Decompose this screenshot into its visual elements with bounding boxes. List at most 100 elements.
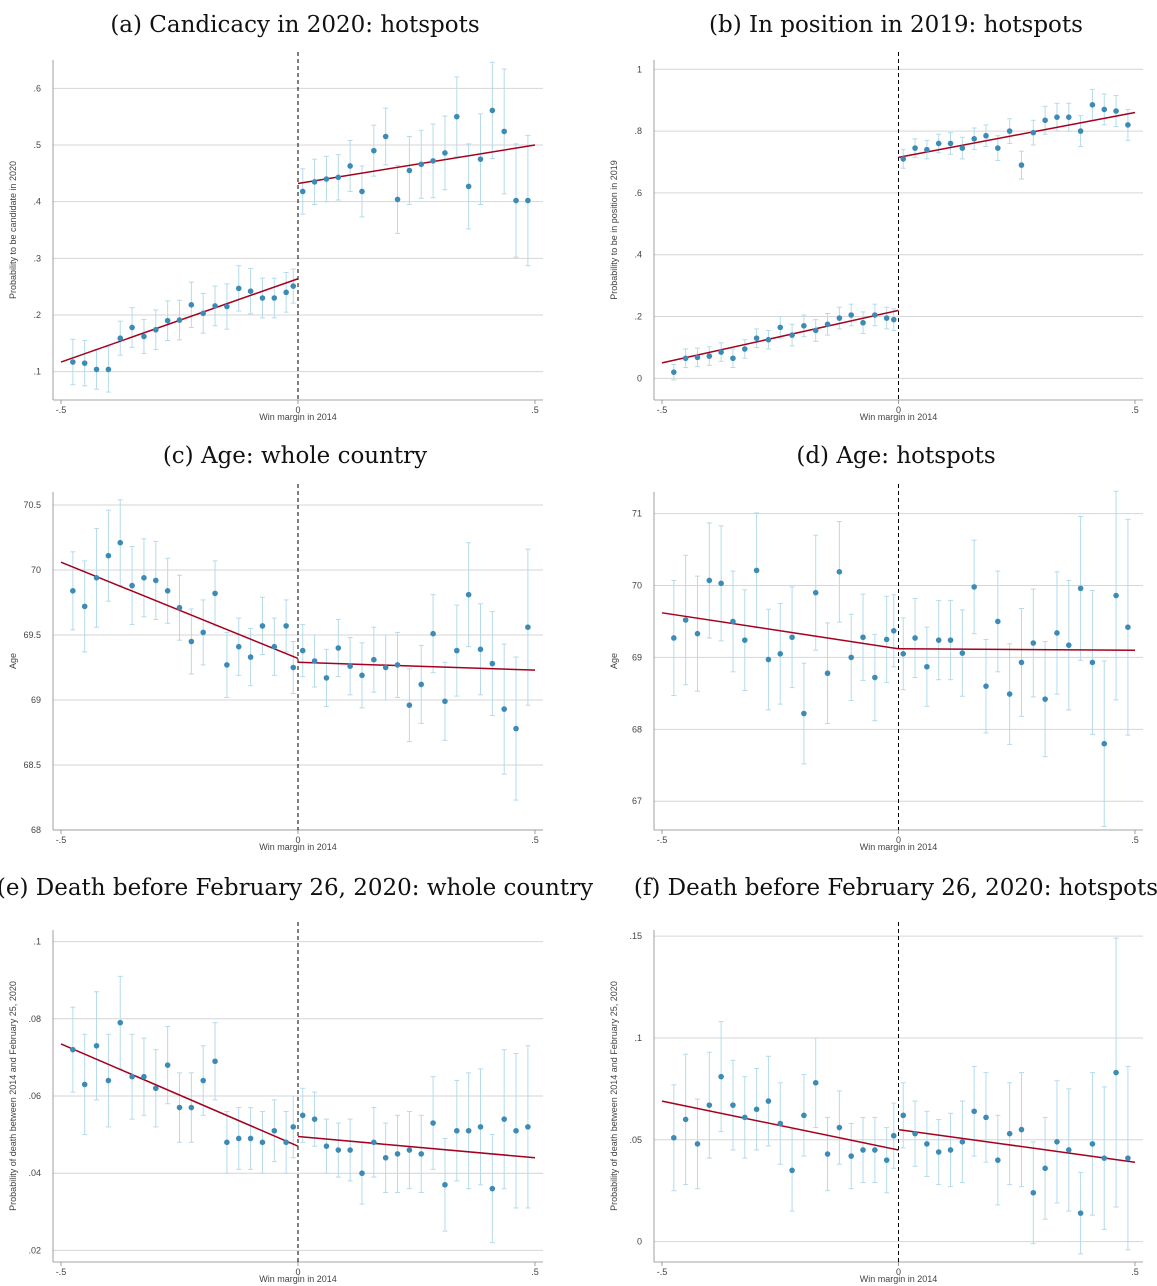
panel-a-data-point xyxy=(129,324,135,331)
panel-b-data-point xyxy=(812,327,819,334)
panel-c-fit-line xyxy=(297,661,536,671)
panel-e-data-point xyxy=(212,1058,218,1065)
panel-e-data-point xyxy=(430,1120,436,1126)
panel-f-data-point xyxy=(1042,1165,1048,1172)
panel-b-data-point xyxy=(741,346,748,352)
panel-f-data-point xyxy=(706,1102,713,1108)
panel-a-data-point xyxy=(442,150,448,156)
panel-b-data-point xyxy=(1101,106,1108,113)
panel-f-data-point xyxy=(1065,1147,1072,1153)
panel-b-data-point xyxy=(694,354,701,361)
panel-b-data-point xyxy=(890,316,897,323)
panel-d-data-point xyxy=(671,635,677,641)
panel-c-data-point xyxy=(212,590,218,597)
panel-b-title: (b) In position in 2019: hotspots xyxy=(709,12,1083,38)
panel-a-data-point xyxy=(247,288,254,295)
panel-f-fit-line xyxy=(898,1128,1136,1163)
panel-b-data-point xyxy=(1089,102,1096,108)
panel-d-ytick-label: 71 xyxy=(632,509,642,519)
panel-e-data-point xyxy=(93,1043,100,1049)
panel-e-data-point xyxy=(418,1151,425,1157)
panel-d-data-point xyxy=(1018,659,1025,666)
panel-c-data-point xyxy=(359,672,365,679)
panel-a-xtick-label: -.5 xyxy=(56,405,67,415)
panel-c-data-point xyxy=(188,638,195,645)
panel-d-data-point xyxy=(730,618,736,625)
panel-e-data-point xyxy=(359,1170,365,1177)
panel-c-ytick-label: 70.5 xyxy=(23,500,41,510)
panel-e-data-point xyxy=(513,1127,519,1134)
panel-a-data-point xyxy=(323,176,330,182)
panel-b-xtick-label: -.5 xyxy=(657,405,668,415)
panel-c-data-point xyxy=(259,623,266,629)
panel-d-data-point xyxy=(789,634,795,641)
panel-d-data-point xyxy=(947,637,954,643)
panel-c: (c) Age: whole country 68 68.5 69 69.5 70 70.… xyxy=(8,443,543,852)
panel-a-data-point xyxy=(501,128,507,135)
panel-b-data-point xyxy=(1006,128,1013,134)
panel-b-data-point xyxy=(924,146,930,153)
panel-c-data-point xyxy=(290,664,297,671)
panel-f-data-point xyxy=(765,1098,772,1104)
panel-b-data-point xyxy=(912,145,918,151)
panel-a-data-point xyxy=(290,283,297,289)
panel-f-data-point xyxy=(947,1147,954,1153)
panel-d-ytick-label: 70 xyxy=(632,580,642,590)
panel-d-data-point xyxy=(694,630,701,637)
panel-c-data-point xyxy=(394,662,401,668)
panel-f-data-point xyxy=(1089,1141,1096,1147)
panel-a-data-point xyxy=(371,147,377,154)
panel-d-data-point xyxy=(995,618,1001,625)
panel-c-data-point xyxy=(430,630,436,637)
panel-e-data-point xyxy=(442,1181,448,1188)
panel-e-data-point xyxy=(141,1073,147,1080)
panel-b-data-point xyxy=(801,323,807,329)
panel-b-data-point xyxy=(730,355,736,362)
panel-a-ytick-label: .6 xyxy=(33,83,41,93)
panel-c-ytick-label: 70 xyxy=(31,565,41,575)
panel-e-data-point xyxy=(501,1116,507,1122)
panel-b-ytick-label: .2 xyxy=(634,312,642,322)
panel-c-xtick-label: 0 xyxy=(295,835,300,845)
panel-d-xtick-label: -.5 xyxy=(657,835,668,845)
panel-f-data-point xyxy=(753,1106,760,1113)
panel-d-data-point xyxy=(824,670,831,677)
panel-e-xtick-label: .5 xyxy=(531,1267,539,1277)
panel-c-data-point xyxy=(371,656,377,663)
panel-e-data-point xyxy=(200,1077,206,1084)
panel-e-data-point xyxy=(259,1139,266,1146)
panel-b-ytick-label: 1 xyxy=(637,64,642,74)
panel-c-data-point xyxy=(164,588,171,594)
panel-e-data-point xyxy=(129,1073,135,1080)
panel-d-data-point xyxy=(959,650,966,656)
panel-f-data-point xyxy=(1125,1155,1131,1161)
panel-f-data-point xyxy=(812,1079,819,1086)
panel-f-data-point xyxy=(924,1141,930,1147)
panel-c-data-point xyxy=(247,654,254,660)
panel-a-ylabel: Probability to be candidate in 2020 xyxy=(8,161,18,299)
panel-c-ytick-label: 69 xyxy=(31,695,41,705)
panel-d-data-point xyxy=(860,634,866,641)
panel-d-ytick-label: 68 xyxy=(632,724,642,734)
panel-a-ytick-label: .1 xyxy=(33,367,41,377)
panel-d-ytick-label: 69 xyxy=(632,652,642,662)
panel-f-data-point xyxy=(860,1147,866,1153)
panel-f-data-point xyxy=(883,1157,890,1163)
panel-b-fit-line xyxy=(898,111,1136,159)
panel-a-data-point xyxy=(224,303,230,310)
panel-d-plot: 67 68 69 70 71 -.5 0 .5 Win margin in 2014 Age xyxy=(609,484,1143,852)
panel-d-title: (d) Age: hotspots xyxy=(796,443,995,469)
panel-c-xtick-label: -.5 xyxy=(56,835,67,845)
panel-f-data-point xyxy=(789,1167,795,1174)
panel-b-data-point xyxy=(1113,108,1119,114)
panel-e-data-point xyxy=(164,1062,171,1068)
panel-c-xtick-label: .5 xyxy=(531,835,539,845)
panel-f-ytick-label: .15 xyxy=(629,931,642,941)
panel-d-fit-line xyxy=(898,648,1136,651)
panel-b-xtick-label: 0 xyxy=(896,405,901,415)
panel-c-data-point xyxy=(311,658,318,664)
panel-d-data-point xyxy=(801,710,807,717)
panel-c-data-point xyxy=(299,647,306,654)
panel-d-data-point xyxy=(935,637,942,643)
panel-e-data-point xyxy=(271,1127,278,1134)
